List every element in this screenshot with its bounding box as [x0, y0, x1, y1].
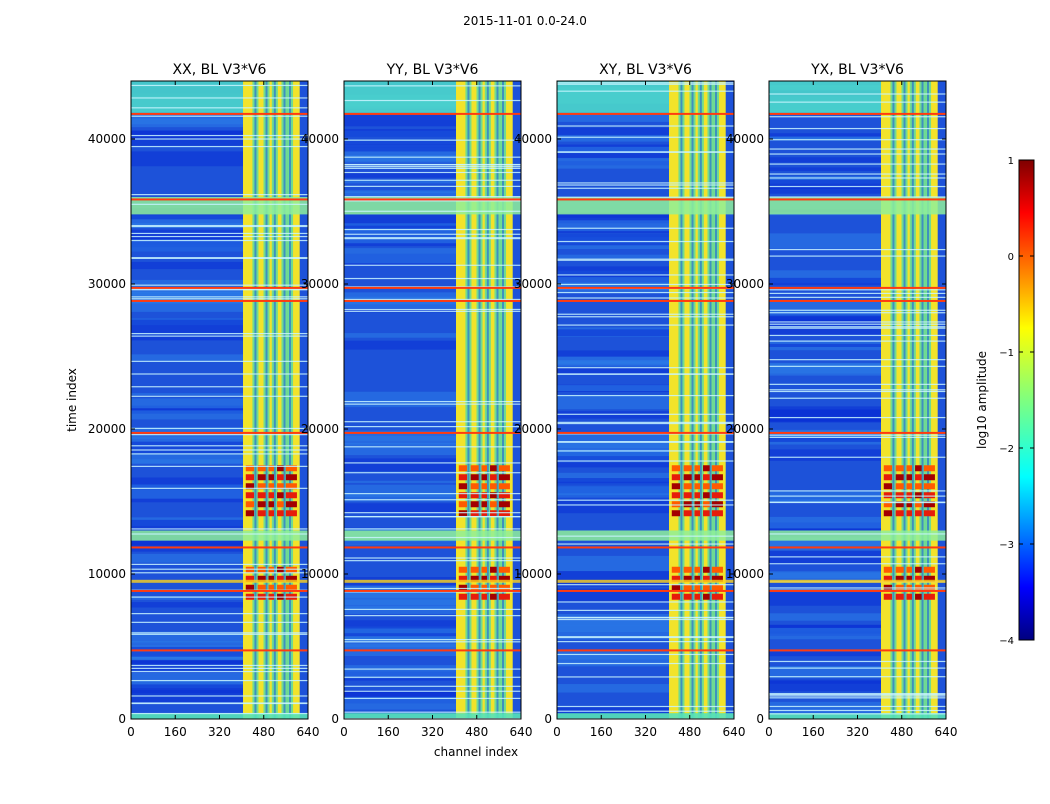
x-tick-label: 480: [465, 725, 488, 739]
flag-line: [131, 198, 308, 201]
x-tick-label: 320: [634, 725, 657, 739]
panel-title: XX, BL V3*V6: [173, 62, 267, 78]
figure-title: 2015-11-01 0.0-24.0: [463, 14, 587, 28]
flag-line: [344, 286, 521, 289]
flag-line: [344, 649, 521, 652]
y-tick-label: 10000: [514, 567, 552, 581]
y-axis-label: time index: [65, 368, 79, 432]
x-tick-label: 0: [765, 725, 773, 739]
flag-line: [557, 546, 734, 549]
x-axis-label: channel index: [434, 745, 518, 759]
flag-line: [344, 198, 521, 201]
flag-line: [131, 286, 308, 289]
heatmap-panel-3: XY, BL V3*V6 0 160 320 480 640 0 10000 20000 3000…: [514, 62, 746, 739]
colorbar-tick-label: −3: [999, 540, 1014, 551]
y-tick-label: 0: [118, 712, 126, 726]
x-tick-label: 480: [890, 725, 913, 739]
flag-line: [557, 589, 734, 592]
y-tick-label: 30000: [514, 277, 552, 291]
flag-line: [769, 589, 946, 592]
x-tick-label: 640: [510, 725, 533, 739]
y-tick-label: 30000: [88, 277, 126, 291]
y-tick-label: 30000: [726, 277, 764, 291]
flag-line: [344, 589, 521, 592]
flag-line: [557, 649, 734, 652]
flag-line: [769, 546, 946, 549]
x-tick-label: 320: [846, 725, 869, 739]
colorbar-tick-label: 0: [1008, 252, 1014, 263]
y-tick-label: 0: [331, 712, 339, 726]
colorbar-label: log10 amplitude: [975, 351, 989, 449]
flag-line: [131, 112, 308, 115]
x-tick-label: 640: [935, 725, 958, 739]
x-tick-label: 0: [340, 725, 348, 739]
flag-line: [344, 431, 521, 434]
panel-title: YX, BL V3*V6: [810, 62, 904, 78]
flag-line: [769, 299, 946, 302]
flag-line: [131, 649, 308, 652]
flag-line: [557, 431, 734, 434]
x-tick-label: 480: [252, 725, 275, 739]
flag-line: [769, 198, 946, 201]
y-tick-label: 40000: [88, 132, 126, 146]
x-tick-label: 640: [723, 725, 746, 739]
flag-line: [131, 299, 308, 302]
x-tick-label: 160: [802, 725, 825, 739]
x-tick-label: 320: [421, 725, 444, 739]
flag-line: [131, 431, 308, 434]
y-tick-label: 20000: [301, 422, 339, 436]
panel-title: YY, BL V3*V6: [386, 62, 479, 78]
y-tick-label: 30000: [301, 277, 339, 291]
y-tick-label: 40000: [301, 132, 339, 146]
x-tick-label: 480: [678, 725, 701, 739]
y-tick-label: 40000: [514, 132, 552, 146]
heatmap-panel-2: YY, BL V3*V6 0 160 320 480 640 0 10000 20000 3000…: [301, 62, 533, 739]
y-tick-label: 10000: [301, 567, 339, 581]
x-tick-label: 160: [377, 725, 400, 739]
y-tick-label: 20000: [726, 422, 764, 436]
y-tick-label: 0: [544, 712, 552, 726]
heatmap-panel-4: YX, BL V3*V6 0 160 320 480 640 0 10000 20000 3000…: [726, 62, 958, 739]
colorbar-tick-label: −2: [999, 444, 1014, 455]
flag-line: [557, 286, 734, 289]
flag-line: [769, 649, 946, 652]
flag-line: [131, 546, 308, 549]
flag-line: [344, 299, 521, 302]
colorbar-tick-label: −1: [999, 348, 1014, 359]
flag-line: [769, 431, 946, 434]
heatmap-panel-1: XX, BL V3*V6 0 160 320 480 640 0 10000 20000 3000…: [88, 62, 320, 739]
x-tick-label: 0: [553, 725, 561, 739]
colorbar-tick-label: −4: [999, 636, 1014, 647]
flag-line: [344, 112, 521, 115]
flag-line: [344, 546, 521, 549]
x-tick-label: 160: [590, 725, 613, 739]
y-tick-label: 0: [756, 712, 764, 726]
x-tick-label: 320: [208, 725, 231, 739]
flag-line: [557, 299, 734, 302]
y-tick-label: 40000: [726, 132, 764, 146]
x-tick-label: 640: [297, 725, 320, 739]
x-tick-label: 0: [127, 725, 135, 739]
flag-line: [557, 198, 734, 201]
flag-line: [131, 589, 308, 592]
flag-line: [769, 286, 946, 289]
y-tick-label: 10000: [88, 567, 126, 581]
colorbar: [1018, 159, 1035, 641]
colorbar-tick-label: 1: [1008, 156, 1014, 167]
flag-line: [769, 112, 946, 115]
flag-line: [557, 112, 734, 115]
y-tick-label: 10000: [726, 567, 764, 581]
y-tick-label: 20000: [88, 422, 126, 436]
x-tick-label: 160: [164, 725, 187, 739]
panel-title: XY, BL V3*V6: [599, 62, 692, 78]
y-tick-label: 20000: [514, 422, 552, 436]
